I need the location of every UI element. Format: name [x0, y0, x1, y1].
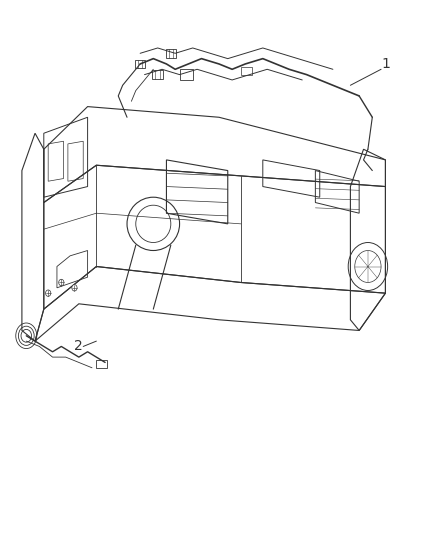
Bar	[166, 49, 176, 58]
Circle shape	[46, 290, 51, 296]
Bar	[135, 60, 145, 68]
Bar	[96, 360, 107, 368]
Text: 2: 2	[74, 340, 83, 353]
Bar	[180, 69, 193, 80]
Circle shape	[59, 279, 64, 286]
Circle shape	[72, 285, 77, 291]
Bar	[241, 67, 252, 75]
Bar	[152, 70, 163, 79]
Text: 1: 1	[381, 57, 390, 71]
